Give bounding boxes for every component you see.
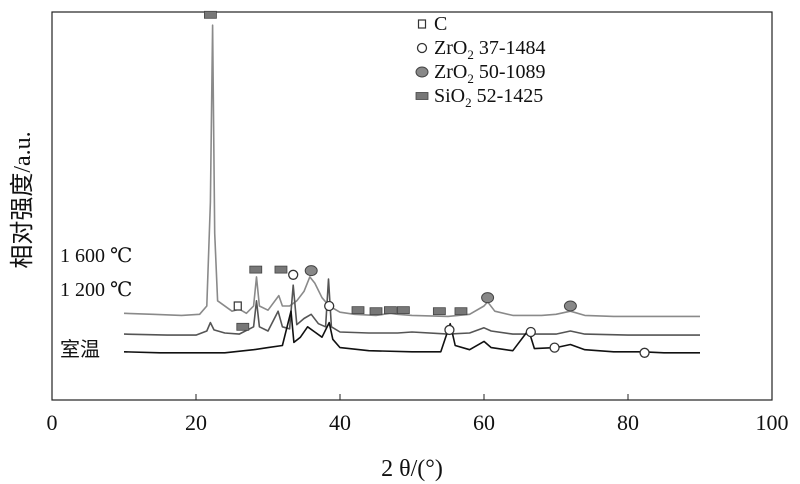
legend-entry-label: C: [434, 13, 447, 35]
phase-marker-open-circle: [525, 326, 536, 338]
phase-marker-filled-circle: [563, 300, 577, 312]
phase-marker-filled-rect: [432, 307, 446, 316]
x-tick-label: 60: [473, 410, 495, 435]
curve-label-layer: 1 600 ℃ 1 200 ℃ 室温: [60, 245, 132, 361]
phase-marker-filled-rect: [454, 307, 468, 316]
phase-marker-filled-rect: [383, 306, 397, 315]
series-layer: [123, 24, 700, 354]
legend-entry-label: ZrO2 37-1484: [434, 37, 546, 62]
plot-border: [51, 11, 773, 401]
phase-marker-open-circle: [639, 347, 650, 358]
series-line-3: [123, 310, 700, 354]
phase-marker-filled-rect: [274, 265, 288, 274]
phase-marker-filled-rect: [396, 306, 410, 315]
plot-frame: [51, 11, 773, 401]
x-tick-label: 20: [185, 410, 207, 435]
phase-marker-filled-rect: [203, 10, 217, 19]
phase-marker-filled-rect: [351, 306, 365, 315]
marker-layer: [203, 10, 650, 358]
legend-marker-open-square: [417, 19, 427, 29]
phase-marker-filled-circle: [481, 292, 495, 304]
series-line-1: [123, 24, 700, 318]
x-axis-label: 2 θ/(°): [381, 456, 443, 482]
phase-marker-open-circle: [288, 269, 299, 280]
legend-entry-label: SiO2 52-1425: [434, 85, 543, 110]
x-tick-label: 40: [329, 410, 351, 435]
phase-marker-open-square: [233, 301, 242, 311]
y-axis-label: 相对强度/a.u.: [9, 131, 36, 268]
x-tick-layer: 0 20 40 60 80 100: [47, 394, 789, 435]
legend-marker-open-circle: [416, 42, 428, 54]
phase-marker-filled-rect: [249, 265, 263, 274]
curve-label-3: 室温: [60, 338, 100, 361]
legend-entry-label: ZrO2 50-1089: [434, 61, 546, 86]
phase-marker-open-circle: [444, 324, 455, 336]
curve-label-1: 1 600 ℃: [60, 245, 132, 267]
phase-marker-filled-rect: [369, 307, 383, 316]
legend-marker-filled-circle: [415, 66, 429, 78]
phase-marker-filled-circle: [304, 265, 318, 277]
legend-marker-filled-rect: [415, 92, 429, 100]
x-tick-label: 100: [756, 410, 789, 435]
x-tick-label: 0: [47, 410, 58, 435]
series-line-2: [123, 278, 700, 336]
phase-marker-filled-rect: [236, 322, 250, 331]
curve-label-2: 1 200 ℃: [60, 279, 132, 301]
x-tick-label: 80: [617, 410, 639, 435]
phase-marker-open-circle: [324, 300, 335, 312]
phase-marker-open-circle: [549, 342, 560, 353]
